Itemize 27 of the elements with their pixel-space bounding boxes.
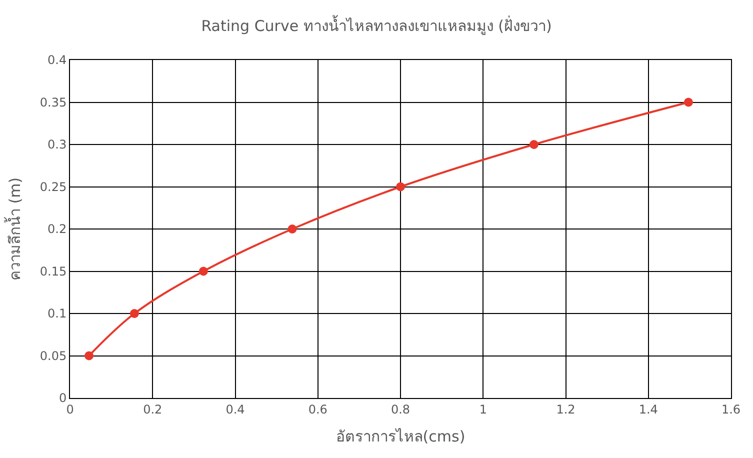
x-axis-title: อัตราการไหล(cms) xyxy=(336,427,466,446)
y-tick-label: 0.2 xyxy=(48,222,67,236)
y-tick-label: 0.35 xyxy=(40,95,67,110)
y-axis-title: ความลึกน้ำ (m) xyxy=(4,177,24,281)
y-tick-label: 0 xyxy=(58,391,67,406)
x-tick-label: 0.4 xyxy=(226,402,245,416)
x-tick-label: 0.6 xyxy=(308,402,328,416)
chart-title: Rating Curve ทางน้ำไหลทางลงเขาแหลมมูง (ฝั่งขวา) xyxy=(201,15,552,36)
point xyxy=(84,351,94,360)
y-tick-label: 0.15 xyxy=(40,264,67,278)
point xyxy=(198,266,208,276)
x-tick-label: 1.6 xyxy=(721,402,741,416)
x-tick-label: 1.2 xyxy=(556,402,576,416)
y-tick-label: 0.05 xyxy=(40,348,67,363)
point xyxy=(288,224,297,234)
x-tick-label: 0.2 xyxy=(143,402,162,416)
x-tick-label: 1 xyxy=(479,402,487,416)
x-tick-label: 0.8 xyxy=(390,402,410,416)
point xyxy=(684,98,693,107)
x-tick-label: 1.4 xyxy=(638,402,658,416)
point xyxy=(130,309,139,318)
y-tick-label: 0.25 xyxy=(40,180,67,194)
point xyxy=(529,140,538,149)
y-tick-label: 0.4 xyxy=(48,53,67,68)
y-tick-label: 0.1 xyxy=(48,306,67,321)
point xyxy=(396,182,405,192)
y-tick-label: 0.3 xyxy=(48,138,67,152)
